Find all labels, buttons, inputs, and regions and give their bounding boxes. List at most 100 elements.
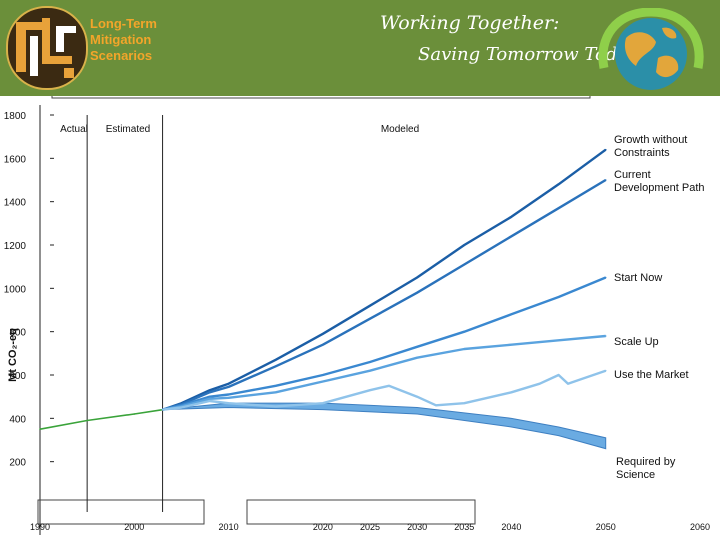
x-tick-label: 2060 <box>690 522 710 532</box>
x-tick-label: 2000 <box>124 522 144 532</box>
series-point <box>510 235 513 238</box>
series-point <box>274 359 277 361</box>
y-tick-label: 1800 <box>4 111 27 122</box>
series-point <box>227 393 230 396</box>
series-point <box>604 179 607 181</box>
x-tick-label: 2010 <box>219 522 239 532</box>
section-title: Long-Term Mitigation Scenarios <box>90 16 200 64</box>
emissions-chart: 200 400 600 800 1000 1200 1400 1600 1800 1990 2000… <box>0 96 720 540</box>
series-point <box>227 396 230 399</box>
series-point <box>227 386 230 388</box>
series-point <box>510 216 513 218</box>
series-point <box>133 413 136 415</box>
y-tick-label: 200 <box>9 458 26 469</box>
org-logo <box>6 6 88 90</box>
x-tick-label: 2020 <box>313 522 333 532</box>
series-point <box>463 330 466 333</box>
series-point <box>604 369 607 372</box>
series-label: Growth without <box>614 134 687 146</box>
plot-area: 200 400 600 800 1000 1200 1400 1600 1800 1990 2000… <box>4 96 710 535</box>
series-label: Development Path <box>614 182 705 194</box>
period-label: Actual <box>60 124 88 135</box>
band-label: Science <box>616 469 655 481</box>
slogan-line-2: Saving Tomorrow Today <box>418 44 639 65</box>
x-axis-box-model <box>246 499 476 525</box>
section-title-line-3: Scenarios <box>90 48 153 63</box>
series-point <box>322 402 324 404</box>
y-tick-label: 1200 <box>4 241 27 252</box>
series-point <box>369 389 371 391</box>
header-band: Long-Term Mitigation Scenarios Working T… <box>0 0 720 96</box>
series-label: Use the Market <box>614 369 689 381</box>
y-tick-label: 800 <box>9 328 26 339</box>
series-point <box>274 391 277 394</box>
series-point <box>322 343 324 346</box>
series-point <box>463 402 466 404</box>
series-point <box>604 335 607 337</box>
globe-hands-icon <box>598 8 704 90</box>
series-point <box>557 339 560 342</box>
y-axis-label: Mt CO₂-eq <box>7 328 19 382</box>
series-point <box>557 183 560 186</box>
series-line <box>162 178 607 411</box>
series-point <box>322 380 324 383</box>
series-point <box>227 382 230 385</box>
series-point <box>227 402 230 404</box>
series-point <box>463 244 466 246</box>
series-point <box>463 263 466 266</box>
x-tick-label: 2025 <box>360 522 380 532</box>
org-logo-mark <box>16 18 76 78</box>
series-point <box>322 374 324 376</box>
series-label: Constraints <box>614 147 670 159</box>
x-tick-label: 2035 <box>454 522 474 532</box>
chart-top-frame <box>51 96 591 99</box>
chart-background <box>0 96 720 540</box>
series-point <box>463 348 466 350</box>
series-point <box>557 296 560 298</box>
series-line <box>162 276 607 411</box>
series-point <box>208 395 211 398</box>
series-line <box>39 408 163 430</box>
series-point <box>274 405 277 408</box>
series-point <box>39 428 41 430</box>
series-point <box>567 382 569 385</box>
section-title-line-2: Mitigation <box>90 32 152 47</box>
series-point <box>435 404 437 407</box>
series-point <box>161 408 164 411</box>
series-point <box>208 400 211 402</box>
series-point <box>416 356 418 359</box>
series-point <box>604 276 607 279</box>
series-point <box>180 406 183 409</box>
series-point <box>604 148 607 151</box>
series-point <box>510 343 513 346</box>
band-label: Required by <box>616 456 676 468</box>
series-point <box>416 346 418 348</box>
series-point <box>510 391 513 394</box>
series-point <box>416 291 418 294</box>
series-label: Current <box>614 169 651 181</box>
x-tick-label: 2030 <box>407 522 427 532</box>
series-point <box>369 361 371 363</box>
series-point <box>416 395 418 398</box>
series-point <box>208 398 211 400</box>
series-point <box>322 333 324 335</box>
series-point <box>369 369 371 372</box>
series-label: Scale Up <box>614 336 659 348</box>
series-point <box>510 313 513 316</box>
series-point <box>369 317 371 320</box>
y-tick-label: 1600 <box>4 154 27 165</box>
series-point <box>557 374 560 376</box>
series-point <box>388 385 390 387</box>
x-axis-box-history <box>37 499 205 525</box>
y-tick-label: 1000 <box>4 284 27 295</box>
series-line <box>162 148 607 411</box>
x-tick-label: 1990 <box>30 522 50 532</box>
x-tick-label: 2050 <box>596 522 616 532</box>
series-point <box>208 391 211 394</box>
y-tick-label: 1400 <box>4 198 27 209</box>
series-label: Start Now <box>614 272 662 284</box>
band-required-by-science <box>162 402 607 450</box>
series-point <box>274 385 277 387</box>
series-point <box>416 276 418 279</box>
y-tick-label: 400 <box>9 414 26 425</box>
